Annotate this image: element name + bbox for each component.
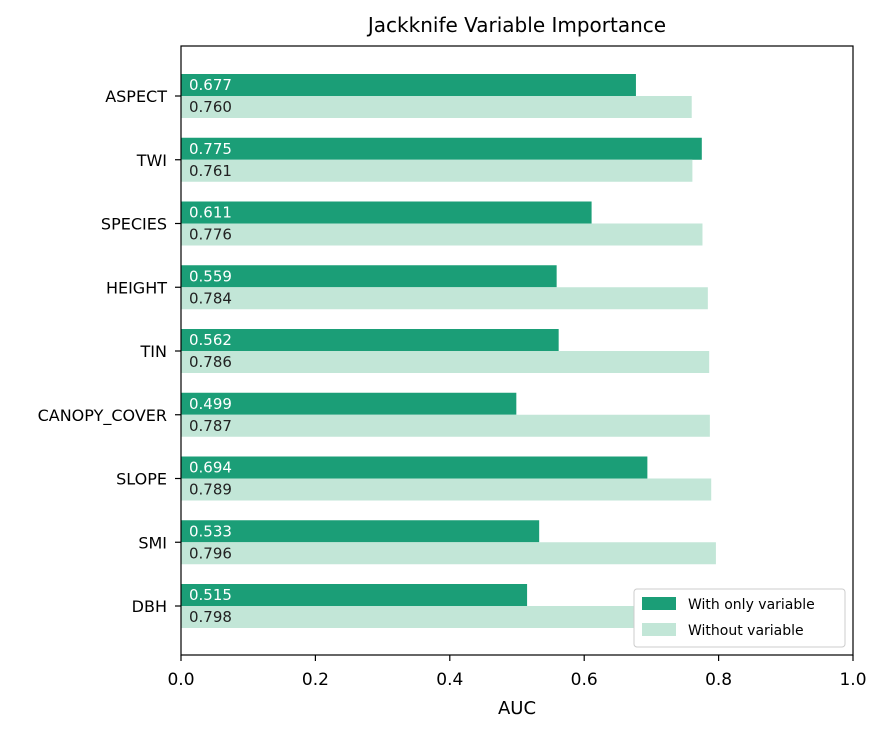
- value-label-with-height: 0.559: [189, 267, 232, 285]
- bar-with-species: [181, 201, 592, 224]
- value-label-with-twi: 0.775: [189, 140, 232, 158]
- bar-with-aspect: [181, 74, 636, 96]
- category-label-canopy-cover: CANOPY_COVER: [38, 406, 167, 426]
- plot-frame: [180, 45, 854, 656]
- value-label-without-dbh: 0.798: [189, 608, 232, 626]
- bar-with-dbh: [181, 584, 528, 606]
- bar-without-dbh: [181, 606, 718, 628]
- category-label-twi: TWI: [136, 151, 167, 170]
- legend-box: [633, 588, 846, 648]
- x-tick-label-0: 0.0: [167, 670, 194, 690]
- value-label-without-species: 0.776: [189, 226, 232, 244]
- x-tick-label-1: 0.2: [302, 670, 329, 690]
- x-tick-label-3: 0.6: [571, 670, 598, 690]
- x-tick-label-2: 0.4: [436, 670, 463, 690]
- value-label-without-height: 0.784: [189, 289, 232, 307]
- legend-swatch-with: [642, 597, 676, 610]
- value-label-without-canopy-cover: 0.787: [189, 417, 232, 435]
- category-label-species: SPECIES: [101, 215, 167, 234]
- chart-title: Jackknife Variable Importance: [366, 13, 666, 37]
- category-label-aspect: ASPECT: [105, 87, 167, 106]
- bar-without-tin: [181, 351, 710, 373]
- bar-with-canopy-cover: [181, 392, 517, 415]
- category-label-height: HEIGHT: [106, 278, 167, 297]
- value-label-with-dbh: 0.515: [189, 586, 232, 604]
- bar-without-twi: [181, 159, 693, 182]
- bar-without-aspect: [181, 96, 692, 118]
- bar-without-canopy-cover: [181, 414, 710, 437]
- value-label-without-smi: 0.796: [189, 544, 232, 562]
- bar-with-slope: [181, 456, 648, 479]
- bar-without-smi: [181, 542, 716, 565]
- bar-without-species: [181, 223, 703, 246]
- category-label-dbh: DBH: [132, 597, 167, 616]
- value-label-with-slope: 0.694: [189, 459, 232, 477]
- legend-swatch-without: [642, 623, 676, 636]
- bar-without-slope: [181, 478, 712, 501]
- x-tick-label-5: 1.0: [839, 670, 866, 690]
- bar-with-twi: [181, 137, 702, 160]
- legend-label-without: Without variable: [688, 623, 804, 639]
- value-label-without-aspect: 0.760: [189, 98, 232, 116]
- value-label-with-canopy-cover: 0.499: [189, 395, 232, 413]
- legend-label-with: With only variable: [688, 597, 815, 613]
- x-axis-label: AUC: [498, 698, 536, 719]
- bar-without-height: [181, 287, 708, 310]
- value-label-with-smi: 0.533: [189, 522, 232, 540]
- value-label-with-species: 0.611: [189, 204, 232, 222]
- bar-with-height: [181, 265, 557, 288]
- legend: With only variable Without variable: [633, 588, 846, 648]
- value-label-with-tin: 0.562: [189, 331, 232, 349]
- value-label-without-tin: 0.786: [189, 353, 232, 371]
- category-label-slope: SLOPE: [116, 470, 167, 489]
- value-label-with-aspect: 0.677: [189, 76, 232, 94]
- plot-area: ASPECT0.6770.760TWI0.7750.761SPECIES0.61…: [38, 74, 867, 690]
- value-label-without-slope: 0.789: [189, 481, 232, 499]
- bar-with-tin: [181, 329, 559, 351]
- x-tick-label-4: 0.8: [705, 670, 732, 690]
- category-label-tin: TIN: [140, 342, 167, 361]
- bar-with-smi: [181, 520, 540, 543]
- category-label-smi: SMI: [138, 533, 167, 552]
- value-label-without-twi: 0.761: [189, 162, 232, 180]
